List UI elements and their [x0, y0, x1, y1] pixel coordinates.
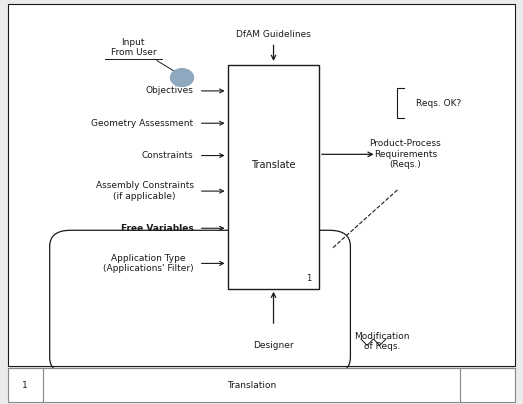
Text: Application Type
(Applications' Filter): Application Type (Applications' Filter) — [103, 254, 194, 273]
Text: Assembly Constraints
(if applicable): Assembly Constraints (if applicable) — [96, 181, 194, 201]
Circle shape — [170, 69, 194, 86]
Text: Input
From User: Input From User — [110, 38, 156, 57]
Text: Product-Process
Requirements
(Reqs.): Product-Process Requirements (Reqs.) — [369, 139, 441, 169]
Text: Designer: Designer — [253, 341, 294, 350]
Text: 1: 1 — [22, 381, 28, 389]
Text: Translation: Translation — [227, 381, 276, 389]
Text: DfAM Guidelines: DfAM Guidelines — [236, 30, 311, 39]
Text: Free Variables: Free Variables — [121, 224, 194, 233]
Text: Translate: Translate — [251, 160, 295, 170]
Text: Objectives: Objectives — [145, 86, 194, 95]
Text: Reqs. OK?: Reqs. OK? — [416, 99, 461, 107]
FancyBboxPatch shape — [8, 4, 515, 366]
FancyBboxPatch shape — [228, 65, 319, 289]
Text: 1: 1 — [306, 274, 311, 283]
Text: Constraints: Constraints — [142, 151, 194, 160]
Text: Modification
of Reqs.: Modification of Reqs. — [354, 332, 410, 351]
Text: Geometry Assessment: Geometry Assessment — [92, 119, 194, 128]
FancyBboxPatch shape — [8, 368, 515, 402]
